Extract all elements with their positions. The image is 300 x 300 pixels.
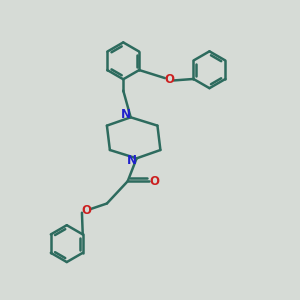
Text: N: N (121, 108, 131, 122)
Text: O: O (149, 175, 160, 188)
Text: N: N (127, 154, 137, 167)
Text: O: O (164, 73, 174, 86)
Text: O: O (81, 204, 91, 218)
